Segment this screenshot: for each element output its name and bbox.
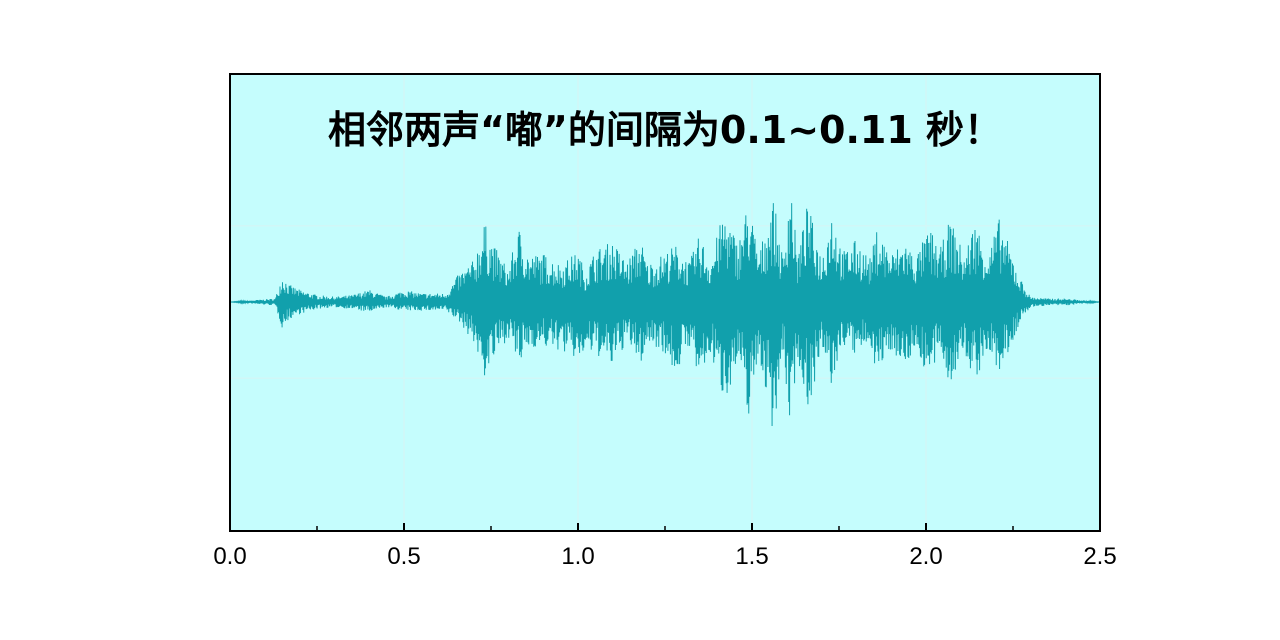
x-axis: 0.0 0.5 1.0 1.5 2.0 2.5 (213, 523, 1117, 570)
x-tick-label: 1.0 (561, 543, 594, 570)
x-tick-label: 2.5 (1083, 543, 1116, 570)
chart-title: 相邻两声“嘟”的间隔为0.1~0.11 秒！ (328, 108, 1002, 152)
waveform-series (229, 203, 1101, 426)
waveform-line (229, 203, 1101, 426)
x-tick-label: 2.0 (909, 543, 942, 570)
x-tick-label: 0.0 (213, 543, 246, 570)
x-tick-label: 1.5 (735, 543, 768, 570)
x-tick-label: 0.5 (387, 543, 420, 570)
